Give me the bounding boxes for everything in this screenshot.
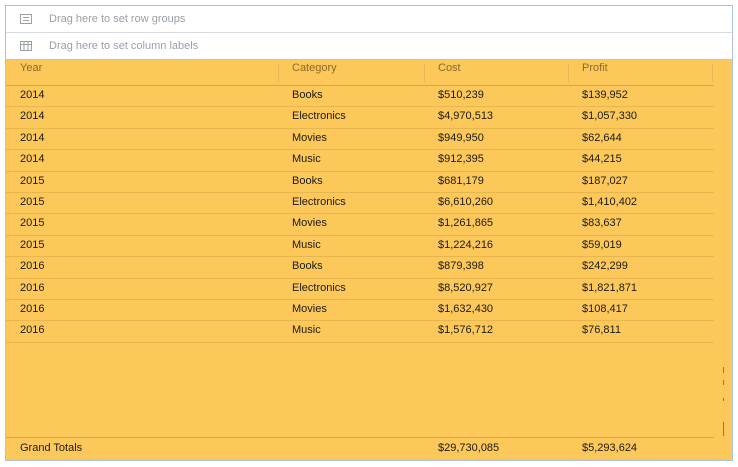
cost-cell: $1,632,430 [438,302,494,315]
category-cell: Books [292,260,323,273]
profit-cell: $62,644 [582,131,622,144]
cost-cell: $8,520,927 [438,281,494,294]
table-row[interactable]: 2016 Music $1,576,712 $76,811 [6,321,714,343]
cost-cell: $510,239 [438,89,484,101]
profit-cell: $1,410,402 [582,195,638,208]
category-cell: Electronics [292,281,346,294]
grand-totals-row: Grand Totals $29,730,085 $5,293,624 [6,437,714,461]
row-groups-hint: Drag here to set row groups [49,13,186,25]
cost-cell: $1,224,216 [438,238,494,251]
category-cell: Movies [292,131,327,144]
column-header-profit[interactable]: Profit [582,62,608,74]
cost-cell: $912,395 [438,153,484,166]
table-row[interactable]: 2016 Books $879,398 $242,299 [6,257,714,279]
cost-cell: $1,261,865 [438,217,494,230]
category-cell: Books [292,174,323,187]
scrollbar-mark [723,367,724,373]
scrollbar-mark [723,398,724,401]
column-labels-hint: Drag here to set column labels [49,40,199,52]
column-header-cost[interactable]: Cost [438,62,461,74]
table-row[interactable]: 2014 Movies $949,950 $62,644 [6,129,714,151]
grid-body: 2014 Books $510,239 $139,952 2014 Electr… [6,86,714,343]
cost-cell: $1,576,712 [438,324,494,337]
category-cell: Movies [292,302,327,315]
year-cell: 2014 [20,110,45,123]
vertical-scrollbar[interactable] [714,60,732,460]
table-row[interactable]: 2015 Movies $1,261,865 $83,637 [6,214,714,236]
column-header-year[interactable]: Year [20,62,43,74]
profit-cell: $83,637 [582,217,622,230]
category-cell: Movies [292,217,327,230]
column-labels-drop-zone[interactable]: Drag here to set column labels [6,33,732,60]
grand-totals-profit: $5,293,624 [582,442,638,454]
year-cell: 2016 [20,324,45,337]
cost-cell: $4,970,513 [438,110,494,123]
table-row[interactable]: 2016 Electronics $8,520,927 $1,821,871 [6,279,714,300]
profit-cell: $44,215 [582,153,622,166]
category-cell: Music [292,238,321,251]
category-cell: Electronics [292,195,346,208]
year-cell: 2015 [20,238,45,251]
scrollbar-mark [723,422,724,436]
profit-cell: $108,417 [582,302,628,315]
cost-cell: $879,398 [438,260,484,273]
year-cell: 2015 [20,174,45,187]
grand-totals-label: Grand Totals [20,442,83,454]
year-cell: 2014 [20,153,45,166]
year-cell: 2014 [20,131,45,144]
cost-cell: $681,179 [438,174,484,187]
column-labels-icon [20,41,32,51]
cost-cell: $6,610,260 [438,195,494,208]
cost-cell: $949,950 [438,131,484,144]
profit-cell: $139,952 [582,89,628,101]
column-resize-handle[interactable] [424,64,425,82]
column-header-row: Year Category Cost Profit [6,60,714,86]
table-row[interactable]: 2015 Music $1,224,216 $59,019 [6,236,714,258]
category-cell: Books [292,89,323,101]
category-cell: Music [292,324,321,337]
profit-cell: $242,299 [582,260,628,273]
profit-cell: $76,811 [582,324,621,337]
profit-cell: $59,019 [582,238,622,251]
year-cell: 2015 [20,195,45,208]
table-row[interactable]: 2014 Music $912,395 $44,215 [6,150,714,172]
column-resize-handle[interactable] [278,64,279,82]
column-header-category[interactable]: Category [292,62,337,74]
table-row[interactable]: 2016 Movies $1,632,430 $108,417 [6,300,714,322]
table-row[interactable]: 2014 Books $510,239 $139,952 [6,86,714,108]
category-cell: Music [292,153,321,166]
row-groups-drop-zone[interactable]: Drag here to set row groups [6,6,732,33]
table-row[interactable]: 2014 Electronics $4,970,513 $1,057,330 [6,107,714,129]
year-cell: 2015 [20,217,45,230]
year-cell: 2014 [20,89,45,101]
year-cell: 2016 [20,302,45,315]
year-cell: 2016 [20,281,45,294]
profit-cell: $1,821,871 [582,281,638,294]
category-cell: Electronics [292,110,346,123]
column-resize-handle[interactable] [712,64,713,82]
scrollbar-mark [723,380,724,385]
table-row[interactable]: 2015 Books $681,179 $187,027 [6,172,714,193]
table-row[interactable]: 2015 Electronics $6,610,260 $1,410,402 [6,193,714,215]
profit-cell: $1,057,330 [582,110,638,123]
row-groups-icon [20,14,32,24]
pivot-grid: Drag here to set row groups Drag here to… [5,5,733,461]
year-cell: 2016 [20,260,45,273]
profit-cell: $187,027 [582,174,628,187]
grand-totals-cost: $29,730,085 [438,442,500,454]
column-resize-handle[interactable] [568,64,569,82]
